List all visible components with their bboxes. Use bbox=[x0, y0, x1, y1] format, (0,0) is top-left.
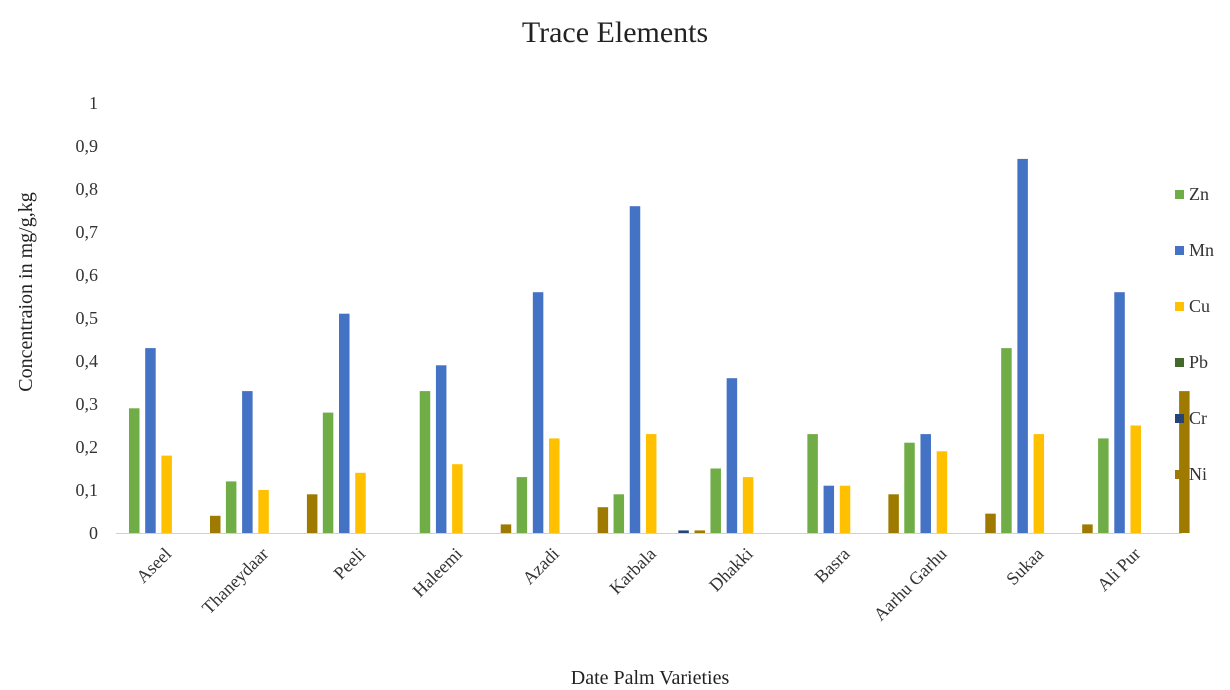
bar-mn-aarhu-garhu bbox=[920, 434, 931, 533]
bar-ni-sukaa bbox=[1082, 524, 1093, 533]
bar-cu-aseel bbox=[161, 455, 172, 533]
y-tick-label: 0,5 bbox=[76, 308, 99, 328]
legend-label-zn: Zn bbox=[1189, 184, 1209, 204]
bar-ni-aarhu-garhu bbox=[985, 513, 996, 533]
bar-mn-haleemi bbox=[435, 365, 447, 533]
y-tick-label: 0,8 bbox=[76, 179, 99, 199]
bar-ni-karbala bbox=[694, 530, 706, 533]
category-label: Aseel bbox=[132, 544, 175, 587]
bar-ni-thaneydaar bbox=[306, 494, 318, 533]
bar-zn-peeli bbox=[322, 412, 334, 533]
bar-mn-peeli bbox=[339, 313, 350, 533]
bar-mn-aseel bbox=[145, 348, 156, 533]
category-labels: Aseel Thaneydaar Peeli Haleemi Azadi Karbala D… bbox=[132, 544, 1144, 625]
bar-mn-sukaa bbox=[1017, 158, 1028, 533]
legend-label-pb: Pb bbox=[1189, 352, 1208, 372]
legend-label-mn: Mn bbox=[1189, 240, 1214, 260]
y-axis-label: Concentraion in mg/g,kg bbox=[15, 192, 37, 391]
bar-zn-thaneydaar bbox=[225, 481, 237, 533]
category-label: Dhakki bbox=[705, 544, 757, 596]
legend-label-cr: Cr bbox=[1189, 408, 1207, 428]
y-tick-label: 0 bbox=[89, 523, 98, 543]
legend-swatch-cr bbox=[1175, 414, 1184, 423]
category-label: Ali Pur bbox=[1093, 544, 1144, 595]
bar-cu-haleemi bbox=[452, 464, 463, 533]
legend-label-ni: Ni bbox=[1189, 464, 1207, 484]
bar-mn-karbala bbox=[629, 206, 641, 533]
y-tick-label: 1 bbox=[89, 93, 98, 113]
y-tick-label: 0,9 bbox=[76, 136, 99, 156]
bar-cu-azadi bbox=[549, 438, 560, 533]
y-tick-label: 0,6 bbox=[76, 265, 99, 285]
category-label: Aarhu Garhu bbox=[870, 544, 951, 625]
legend-swatch-cu bbox=[1175, 302, 1184, 311]
bar-cu-basra bbox=[839, 485, 851, 533]
x-axis-label: Date Palm Varieties bbox=[571, 667, 730, 689]
category-label: Thaneydaar bbox=[198, 544, 272, 618]
y-tick-label: 0,1 bbox=[76, 480, 99, 500]
legend-label-cu: Cu bbox=[1189, 296, 1210, 316]
y-axis-ticks: 0 0,1 0,2 0,3 0,4 0,5 0,6 0,7 0,8 0,9 1 bbox=[76, 93, 99, 543]
category-label: Azadi bbox=[518, 544, 563, 589]
bar-zn-aseel bbox=[129, 408, 140, 533]
bar-ni-aseel bbox=[210, 515, 221, 533]
bar-zn-sukaa bbox=[1001, 348, 1012, 533]
category-label: Basra bbox=[811, 544, 854, 587]
legend-swatch-zn bbox=[1175, 190, 1184, 199]
category-label: Haleemi bbox=[409, 544, 466, 601]
legend-swatch-pb bbox=[1175, 358, 1184, 367]
category-label: Peeli bbox=[330, 544, 370, 584]
bar-mn-azadi bbox=[532, 292, 544, 533]
bar-mn-dhakki bbox=[726, 378, 738, 533]
bar-ni-ali-pur bbox=[1179, 391, 1190, 533]
legend-swatch-ni bbox=[1175, 470, 1184, 479]
bar-ni-azadi bbox=[597, 507, 609, 533]
bar-zn-ali-pur bbox=[1098, 438, 1109, 533]
bar-cu-ali-pur bbox=[1130, 425, 1141, 533]
y-tick-label: 0,3 bbox=[76, 394, 99, 414]
bar-ni-haleemi bbox=[500, 524, 512, 533]
bars-group bbox=[129, 158, 1190, 533]
category-label: Sukaa bbox=[1002, 544, 1047, 589]
bar-mn-thaneydaar bbox=[242, 391, 253, 533]
bar-zn-karbala bbox=[613, 494, 625, 533]
bar-cu-karbala bbox=[645, 434, 657, 533]
legend: Zn Mn Cu Pb Cr Ni bbox=[1175, 184, 1214, 484]
bar-cr-karbala bbox=[678, 530, 689, 533]
y-tick-label: 0,2 bbox=[76, 437, 99, 457]
legend-swatch-mn bbox=[1175, 246, 1184, 255]
bar-zn-dhakki bbox=[710, 468, 721, 533]
category-label: Karbala bbox=[605, 544, 659, 598]
bar-cu-dhakki bbox=[742, 477, 754, 533]
bar-zn-basra bbox=[807, 434, 818, 533]
y-tick-label: 0,7 bbox=[76, 222, 99, 242]
bar-mn-ali-pur bbox=[1114, 292, 1125, 533]
bar-cu-thaneydaar bbox=[258, 490, 269, 533]
chart-title: Trace Elements bbox=[522, 16, 708, 49]
bar-cu-peeli bbox=[355, 472, 366, 533]
y-tick-label: 0,4 bbox=[76, 351, 99, 371]
bar-mn-basra bbox=[823, 485, 835, 533]
bar-zn-aarhu-garhu bbox=[904, 442, 915, 533]
bar-cu-sukaa bbox=[1033, 434, 1045, 533]
bar-zn-haleemi bbox=[419, 391, 431, 533]
bar-cu-aarhu-garhu bbox=[936, 451, 948, 533]
bar-ni-basra bbox=[888, 494, 899, 533]
bar-zn-azadi bbox=[516, 477, 528, 533]
